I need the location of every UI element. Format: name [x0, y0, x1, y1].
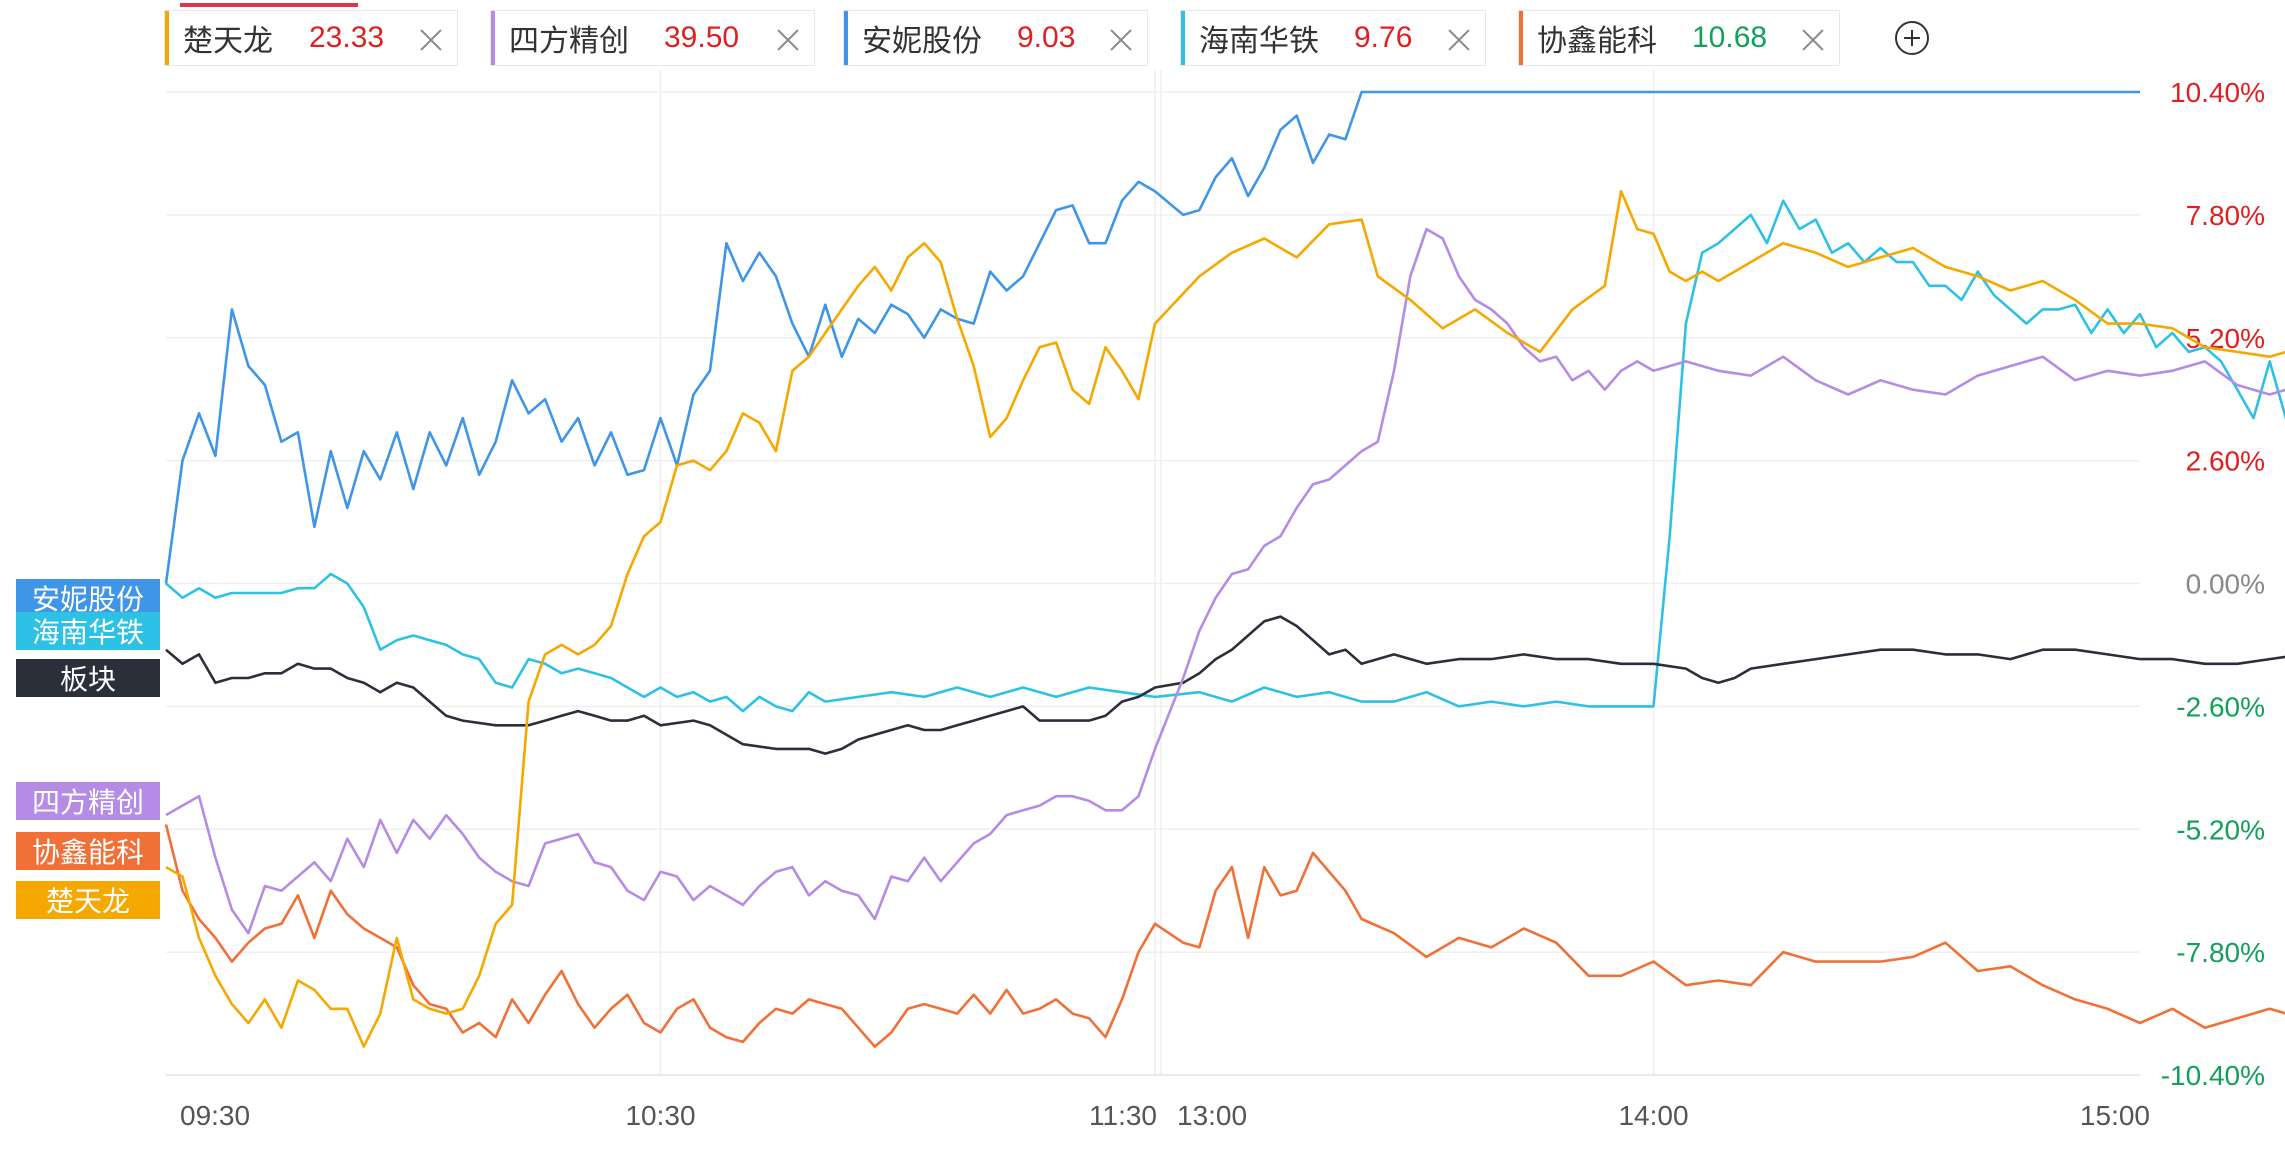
active-tab-indicator — [180, 3, 358, 7]
x-tick-label: 09:30 — [180, 1100, 250, 1131]
tab-color-stripe — [844, 11, 848, 65]
series-line-协鑫能科 — [164, 824, 2285, 1048]
y-tick-label: 0.00% — [2186, 569, 2265, 600]
y-tick-label: 10.40% — [2170, 77, 2265, 108]
tab-color-stripe — [165, 11, 169, 65]
stock-tab-5[interactable]: 协鑫能科 10.68 — [1518, 10, 1840, 66]
series-lines — [164, 90, 2285, 1048]
y-tick-label: 7.80% — [2186, 200, 2265, 231]
tab-stock-price: 10.68 — [1692, 21, 1768, 54]
x-tick-label: 14:00 — [1618, 1100, 1688, 1131]
chart-grid — [166, 70, 2140, 1076]
series-tag: 海南华铁 — [16, 611, 160, 650]
y-tick-label: -5.20% — [2176, 814, 2265, 845]
series-line-板块 — [165, 615, 2285, 755]
y-tick-label: -7.80% — [2176, 937, 2265, 968]
tab-stock-name: 楚天龙 — [183, 25, 273, 58]
series-tag: 协鑫能科 — [16, 831, 160, 870]
y-tick-label: 2.60% — [2186, 446, 2265, 477]
series-tag: 板块 — [16, 659, 160, 698]
series-line-安妮股份 — [164, 90, 2140, 584]
add-stock-icon[interactable] — [1895, 21, 1929, 55]
series-tag: 楚天龙 — [16, 881, 160, 920]
stock-tab-2[interactable]: 四方精创 39.50 — [490, 10, 815, 66]
x-tick-label: 10:30 — [625, 1100, 695, 1131]
tab-stock-name: 协鑫能科 — [1537, 25, 1657, 58]
tab-stock-name: 海南华铁 — [1199, 25, 1319, 58]
x-tick-label: 15:00 — [2080, 1100, 2150, 1131]
tab-stock-name: 四方精创 — [509, 25, 629, 58]
tab-color-stripe — [1519, 11, 1523, 65]
x-tick-label: 13:00 — [1177, 1100, 1247, 1131]
stock-tab-3[interactable]: 安妮股份 9.03 — [843, 10, 1148, 66]
tab-stock-price: 23.33 — [309, 21, 385, 54]
tab-color-stripe — [1181, 11, 1185, 65]
y-tick-label: -10.40% — [2161, 1060, 2265, 1091]
series-tag: 四方精创 — [16, 781, 160, 820]
x-tick-label: 11:30 — [1089, 1100, 1157, 1131]
tab-color-stripe — [491, 11, 495, 65]
stock-tab-bar: 楚天龙 23.33 四方精创 39.50 安妮股份 9.03 海南华铁 9.76… — [0, 0, 2285, 75]
tab-stock-price: 39.50 — [664, 21, 740, 54]
stock-tab-1[interactable]: 楚天龙 23.33 — [164, 10, 458, 66]
series-line-四方精创 — [165, 227, 2285, 935]
series-line-楚天龙 — [165, 189, 2285, 1048]
y-axis-labels: 10.40%7.80%5.20%2.60%0.00%-2.60%-5.20%-7… — [2161, 77, 2265, 1091]
stock-tab-4[interactable]: 海南华铁 9.76 — [1180, 10, 1486, 66]
y-tick-label: -2.60% — [2176, 691, 2265, 722]
series-line-海南华铁 — [165, 199, 2285, 713]
tab-stock-price: 9.76 — [1354, 21, 1413, 54]
x-axis-labels: 09:30 10:30 11:30 13:00 14:00 15:00 — [180, 1100, 2150, 1131]
series-tag: 安妮股份 — [16, 578, 160, 617]
tab-stock-name: 安妮股份 — [862, 25, 982, 58]
tab-stock-price: 9.03 — [1017, 21, 1076, 54]
